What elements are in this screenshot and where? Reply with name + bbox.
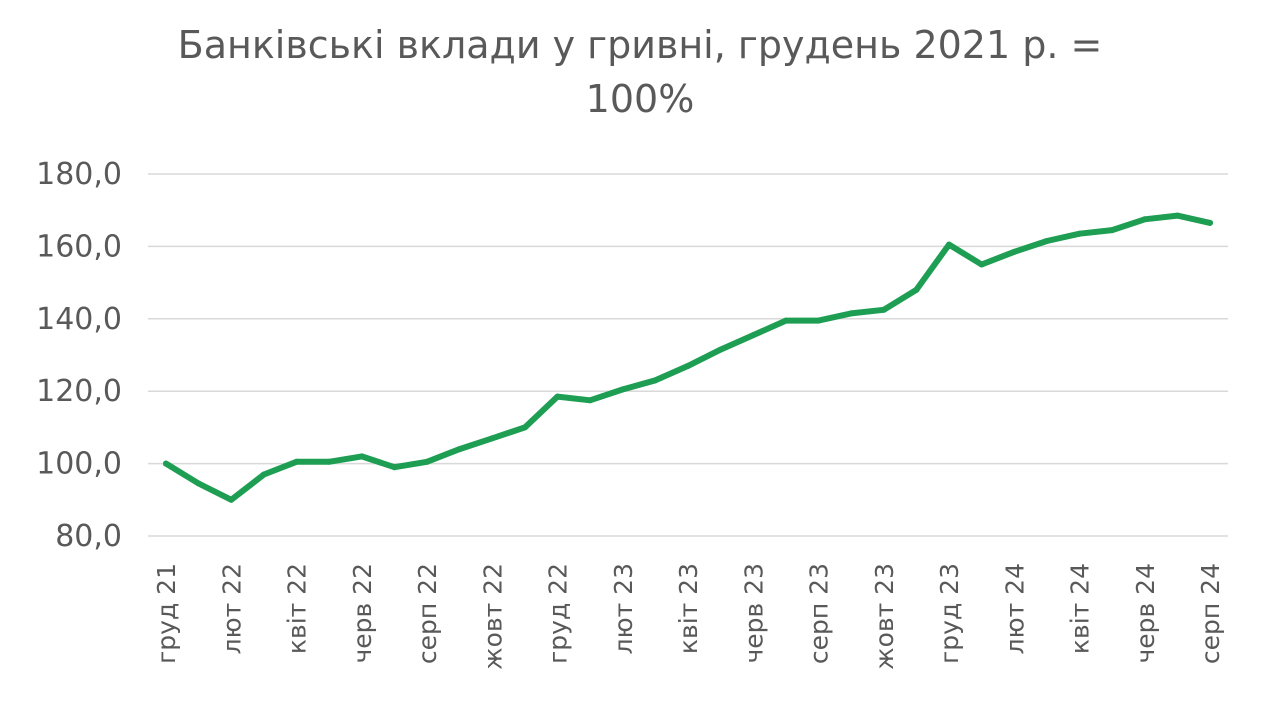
data-point [880,306,887,313]
x-tick-label: квіт 24 [1066,563,1095,654]
data-point [815,317,822,324]
data-point [1076,230,1083,237]
x-tick-label: груд 22 [544,563,573,664]
data-point [1043,237,1050,244]
y-tick-label: 100,0 [36,447,122,482]
data-point [750,332,757,339]
data-point [978,261,985,268]
x-tick-label: жовт 23 [870,563,899,670]
y-tick-label: 160,0 [36,229,122,264]
x-tick-label: лют 22 [217,563,246,654]
data-point [1011,248,1018,255]
data-point [163,460,169,467]
y-tick-label: 140,0 [36,302,122,337]
data-point [782,317,789,324]
data-point [685,362,691,369]
data-point [228,496,235,503]
x-tick-label: серп 23 [805,563,834,664]
data-point [424,458,430,465]
data-point [946,241,952,248]
x-tick-label: квіт 23 [674,563,703,654]
x-tick-label: груд 23 [935,563,964,664]
x-tick-label: черв 24 [1131,563,1160,664]
data-point [293,458,300,465]
data-point [1174,212,1181,219]
data-point [358,453,365,460]
x-tick-label: серп 22 [413,563,442,664]
data-point [717,346,724,353]
data-point [1109,227,1116,234]
data-point [521,424,528,431]
data-point [587,397,594,404]
data-point [326,458,333,465]
y-tick-label: 120,0 [36,374,122,409]
y-tick-label: 180,0 [36,157,122,192]
data-point [391,464,398,471]
x-tick-label: лют 24 [1000,563,1029,654]
data-point [913,286,920,293]
x-tick-label: черв 23 [739,563,768,664]
data-point [489,435,496,442]
data-point [195,480,202,487]
data-point [1207,219,1213,226]
series-line [163,212,1213,503]
x-tick-label: лют 23 [609,563,638,654]
data-point [1141,216,1148,223]
data-point [848,310,855,317]
x-tick-label: черв 22 [348,563,377,664]
x-tick-label: жовт 22 [478,563,507,670]
chart-title-line-1: Банківські вклади у гривні, грудень 2021… [177,23,1103,67]
chart-title-line-2: 100% [585,77,695,121]
data-point [652,377,659,384]
chart-title: Банківські вклади у гривні, грудень 2021… [140,18,1140,126]
x-tick-label: квіт 22 [283,563,312,654]
x-tick-label: груд 21 [152,563,181,664]
x-tick-label: серп 24 [1196,563,1225,664]
data-point [456,446,463,453]
data-point [260,471,267,478]
y-tick-label: 80,0 [55,519,122,554]
data-point [554,393,561,400]
data-point [619,386,626,393]
